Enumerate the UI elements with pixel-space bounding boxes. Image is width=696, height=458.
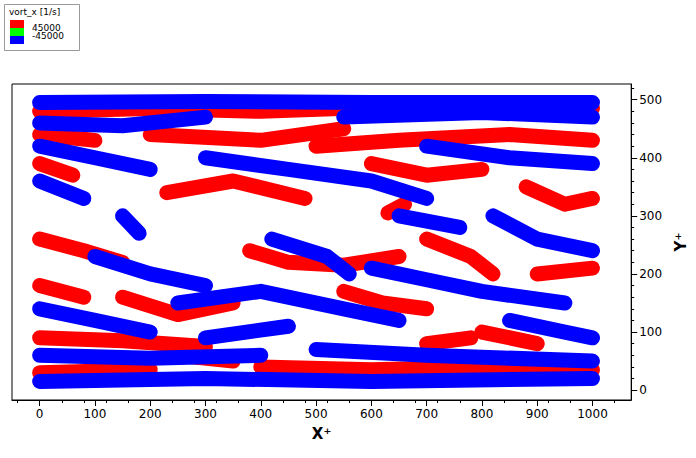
svg-text:500: 500 (639, 93, 662, 107)
svg-text:400: 400 (639, 151, 662, 165)
svg-text:200: 200 (639, 267, 662, 281)
svg-text:45000: 45000 (32, 22, 61, 33)
svg-text:200: 200 (139, 407, 162, 421)
svg-text:600: 600 (360, 407, 383, 421)
svg-text:vort_x [1/s]: vort_x [1/s] (9, 7, 60, 17)
svg-text:0: 0 (639, 383, 647, 397)
svg-text:300: 300 (639, 209, 662, 223)
svg-text:300: 300 (194, 407, 217, 421)
svg-text:100: 100 (83, 407, 106, 421)
svg-text:900: 900 (526, 407, 549, 421)
svg-text:-45000: -45000 (32, 31, 64, 41)
svg-text:0: 0 (36, 407, 44, 421)
svg-text:700: 700 (415, 407, 438, 421)
svg-text:Y⁺: Y⁺ (672, 233, 690, 253)
svg-text:1000: 1000 (577, 407, 608, 421)
svg-text:400: 400 (249, 407, 272, 421)
svg-text:800: 800 (470, 407, 493, 421)
svg-text:X⁺: X⁺ (312, 425, 331, 443)
svg-text:100: 100 (639, 325, 662, 339)
svg-text:500: 500 (305, 407, 328, 421)
